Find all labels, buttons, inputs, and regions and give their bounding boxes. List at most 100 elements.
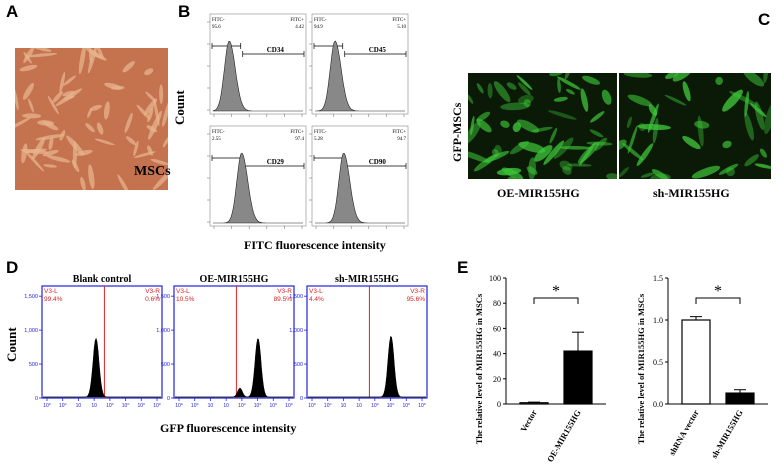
flow-plot-title: OE-MIR155HG bbox=[200, 274, 269, 285]
marker-label: CD45 bbox=[369, 46, 387, 54]
msc-image-label: MSCs bbox=[134, 164, 171, 180]
bar-shrna-vector bbox=[682, 320, 710, 404]
y-axis-label: The relative level of MIR155HG in MSCs bbox=[474, 293, 484, 444]
x-tick-label: 10⁰ bbox=[402, 403, 410, 409]
gate-left-name: V3-L bbox=[176, 288, 190, 295]
x-tick-label: 10⁲ bbox=[341, 403, 347, 409]
bar-vector bbox=[520, 403, 548, 404]
panel-label-b: B bbox=[178, 2, 190, 22]
y-tick-label: 100 bbox=[489, 274, 501, 283]
panel-label-d: D bbox=[6, 258, 18, 278]
x-tick-label: 10⁰ bbox=[269, 403, 277, 409]
significance-star: * bbox=[552, 283, 560, 300]
marker-label: CD29 bbox=[267, 158, 285, 166]
y-tick-label: 1,500 bbox=[156, 294, 170, 300]
panel-label-a: A bbox=[6, 2, 18, 22]
x-tick-label: 10⁰ bbox=[418, 403, 426, 409]
x-tick-label: 10⁰ bbox=[175, 403, 183, 409]
flow-plot-title: sh-MIR155HG bbox=[335, 274, 399, 285]
flow-plot-2: OE-MIR155HG 0 500 1,000 1,500 10⁰ 10⁰ 10⁲ 10⁳ 10⁰… bbox=[156, 274, 294, 409]
x-tick-label: 10⁰ bbox=[122, 403, 130, 409]
fitc-neg-pct: 5.28 bbox=[314, 137, 323, 142]
panel-c-row-label: GFP-MSCs bbox=[450, 72, 465, 162]
y-tick-label: 500 bbox=[294, 362, 303, 368]
y-tick-label: 1,000 bbox=[156, 328, 170, 334]
marker-label: CD34 bbox=[267, 46, 285, 54]
fitc-neg-label: FITC- bbox=[314, 18, 327, 23]
gfp-image-sh bbox=[619, 73, 771, 179]
y-tick-label: 500 bbox=[29, 362, 38, 368]
fitc-pos-label: FITC+ bbox=[290, 18, 304, 23]
y-tick-label: 40 bbox=[493, 350, 501, 359]
histogram-cd29: FITC- FITC+2.55 97.4CD29 bbox=[207, 126, 306, 229]
y-tick-label: 1,000 bbox=[289, 328, 303, 334]
panel-label-c: C bbox=[758, 10, 770, 30]
category-label: Vector bbox=[518, 408, 539, 434]
panel-d-xlabel: GFP fluorescence intensity bbox=[160, 421, 296, 436]
histogram-cd45: FITC- FITC+94.9 5.10CD45 bbox=[309, 14, 408, 117]
histogram-cd34: FITC- FITC+ 95.6 4.42 CD34 bbox=[207, 14, 306, 117]
gfp-label-oe: OE-MIR155HG bbox=[497, 186, 580, 201]
x-tick-label: 10⁰ bbox=[59, 403, 67, 409]
y-tick-label: 0 bbox=[167, 396, 170, 402]
fitc-pos-label: FITC+ bbox=[290, 130, 304, 135]
y-tick-label: 0.0 bbox=[653, 400, 663, 409]
x-tick-label: 10⁲ bbox=[76, 403, 82, 409]
y-tick-label: 0.5 bbox=[653, 358, 663, 367]
histogram-frame bbox=[312, 126, 408, 226]
gfp-label-sh: sh-MIR155HG bbox=[653, 186, 730, 201]
x-tick-label: 10⁰ bbox=[324, 403, 332, 409]
fitc-neg-label: FITC- bbox=[314, 130, 327, 135]
x-tick-label: 10⁰ bbox=[308, 403, 316, 409]
gate-left-pct: 10.5% bbox=[176, 296, 195, 303]
y-tick-label: 1,500 bbox=[289, 294, 303, 300]
x-tick-label: 10⁲ bbox=[208, 403, 214, 409]
panel-b-ylabel: Count bbox=[172, 65, 188, 125]
flow-plot-1: Blank control05001,0001,50010⁰ 10⁰ 10⁲ 10⁳ 1… bbox=[24, 274, 162, 409]
category-label: OE-MIR155HG bbox=[545, 408, 583, 464]
fitc-neg-pct: 2.55 bbox=[212, 137, 221, 142]
fitc-pos-pct: 94.7 bbox=[397, 137, 406, 142]
y-axis-label: The relative level of MIR155HG in MSCs bbox=[636, 293, 646, 444]
panel-e-bar-charts: The relative level of MIR155HG in MSCs 0 2… bbox=[468, 270, 778, 468]
y-tick-label: 20 bbox=[493, 375, 501, 384]
x-tick-label: 10⁰ bbox=[191, 403, 199, 409]
fitc-neg-label: FITC- bbox=[212, 18, 225, 23]
y-tick-label: 0 bbox=[300, 396, 303, 402]
fitc-neg-pct: 94.9 bbox=[314, 25, 323, 30]
significance-star: * bbox=[714, 283, 722, 300]
x-tick-label: 10⁳ bbox=[223, 403, 229, 409]
y-tick-label: 1.0 bbox=[653, 316, 663, 325]
gate-left-name: V3-L bbox=[309, 288, 323, 295]
fitc-pos-label: FITC+ bbox=[392, 130, 406, 135]
x-tick-label: 10⁰ bbox=[238, 403, 246, 409]
flow-plot-3: sh-MIR155HG 0 500 1,000 1,500 10⁰ 10⁰ 10⁲ 10⁳ 10⁰… bbox=[289, 274, 427, 409]
x-tick-label: 10⁰ bbox=[153, 403, 161, 409]
y-tick-label: 0 bbox=[497, 400, 501, 409]
y-tick-label: 1.5 bbox=[653, 274, 663, 283]
flow-plot-title: Blank control bbox=[73, 274, 132, 285]
fitc-neg-label: FITC- bbox=[212, 130, 225, 135]
fitc-pos-pct: 5.10 bbox=[397, 25, 406, 30]
fitc-pos-pct: 4.42 bbox=[295, 25, 304, 30]
y-tick-label: 80 bbox=[493, 299, 501, 308]
x-tick-label: 10⁳ bbox=[356, 403, 362, 409]
category-label: sh-MIR155HG bbox=[709, 408, 745, 460]
x-tick-label: 10⁰ bbox=[106, 403, 114, 409]
panel-b-xlabel: FITC fluorescence intensity bbox=[244, 238, 386, 253]
panel-label-e: E bbox=[457, 258, 468, 278]
y-tick-label: 0 bbox=[35, 396, 38, 402]
panel-d-histograms: Blank control 0 500 1,000 1,500 10⁰ 10⁰ 10⁲ 10⁳ 1… bbox=[22, 270, 452, 420]
fitc-neg-pct: 95.6 bbox=[212, 25, 221, 30]
x-tick-label: 10⁰ bbox=[285, 403, 293, 409]
gate-left-pct: 99.4% bbox=[44, 296, 63, 303]
x-tick-label: 10⁰ bbox=[371, 403, 379, 409]
x-tick-label: 10⁰ bbox=[43, 403, 51, 409]
x-tick-label: 10⁰ bbox=[254, 403, 262, 409]
panel-d-ylabel: Count bbox=[4, 302, 20, 362]
gate-left-pct: 4.4% bbox=[309, 296, 324, 303]
y-tick-label: 500 bbox=[161, 362, 170, 368]
gate-left-name: V3-L bbox=[44, 288, 58, 295]
gate-right-pct: 95.6% bbox=[407, 296, 426, 303]
marker-label: CD90 bbox=[369, 158, 387, 166]
